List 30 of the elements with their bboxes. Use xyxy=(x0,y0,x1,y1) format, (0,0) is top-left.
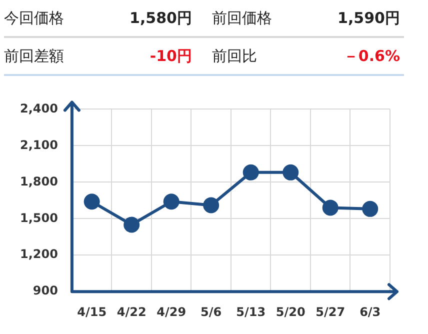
text: 1,580円 xyxy=(128,8,192,28)
text: 前回差額 xyxy=(4,46,65,66)
y-tick-label: 1,500 xyxy=(20,210,58,225)
x-tick-label: 5/27 xyxy=(316,304,346,319)
x-tick-label: 6/3 xyxy=(360,304,381,319)
text: －0.6% xyxy=(342,46,400,66)
x-tick-label: 4/15 xyxy=(77,304,107,319)
y-tick-label: 2,400 xyxy=(20,101,58,116)
text: 1,590円 xyxy=(336,8,400,28)
point xyxy=(124,216,140,233)
x-tick-label: 5/13 xyxy=(236,304,266,319)
text: -10円 xyxy=(148,46,192,66)
point xyxy=(242,164,259,180)
text: 前回比 xyxy=(212,46,258,66)
y-tick-label: 2,100 xyxy=(20,138,58,152)
y-tick-label: 1,200 xyxy=(20,247,58,262)
x-tick-label: 4/22 xyxy=(116,304,146,319)
x-tick-label: 5/20 xyxy=(276,304,306,319)
text: 前回価格 xyxy=(212,8,273,28)
point xyxy=(282,164,299,180)
y-tick-label: 1,800 xyxy=(20,174,58,188)
y-tick-label: 900 xyxy=(32,284,58,298)
point xyxy=(163,194,180,210)
text: 今回価格 xyxy=(4,8,65,28)
point xyxy=(84,194,100,210)
point xyxy=(322,200,338,216)
point xyxy=(203,197,220,214)
x-tick-label: 5/6 xyxy=(200,304,222,319)
x-tick-label: 4/29 xyxy=(156,304,186,319)
point xyxy=(362,200,378,217)
